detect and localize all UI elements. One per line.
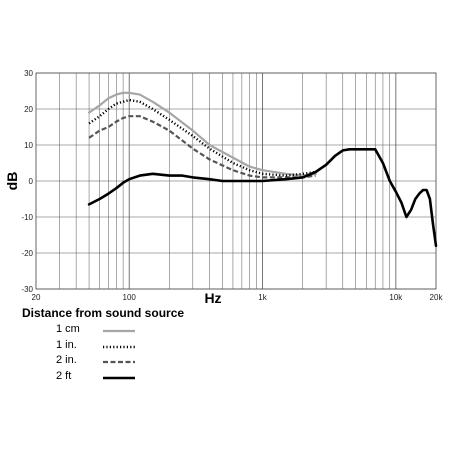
x-tick-label: 10k [389,293,403,302]
x-tick-label: 100 [123,293,137,302]
legend-label: 2 in. [56,354,77,366]
legend-item: 1 in. [56,339,146,353]
legend-title: Distance from sound source [22,306,185,320]
y-tick-label: -10 [21,213,33,222]
y-tick-label: 30 [24,69,33,78]
series-line-1-in [88,98,316,177]
series-layer [87,91,438,248]
y-tick-label: 20 [24,105,33,114]
y-axis-title: dB [4,172,20,191]
x-axis-title: Hz [204,290,221,306]
series-line-2-ft [87,148,438,248]
legend-item: 2 ft [56,370,146,384]
series-line-1-cm [88,91,317,177]
legend-item: 2 in. [56,354,146,368]
legend-label: 1 cm [56,323,80,335]
x-tick-label: 20 [32,293,41,302]
legend-swatch [103,345,135,348]
legend-swatch [103,376,135,379]
x-tick-label: 1k [258,293,267,302]
x-tick-label: 20k [430,293,444,302]
y-tick-label: -20 [21,249,33,258]
y-tick-label: 10 [24,141,33,150]
series-line-2-in [88,115,316,179]
grid [36,72,436,290]
legend-swatch [103,329,135,333]
legend-item: 1 cm [56,323,146,337]
legend-swatch [103,360,135,364]
legend-label: 1 in. [56,338,77,351]
y-tick-label: -30 [21,285,33,294]
y-tick-label: 0 [29,177,34,186]
legend-label: 2 ft [56,369,72,382]
